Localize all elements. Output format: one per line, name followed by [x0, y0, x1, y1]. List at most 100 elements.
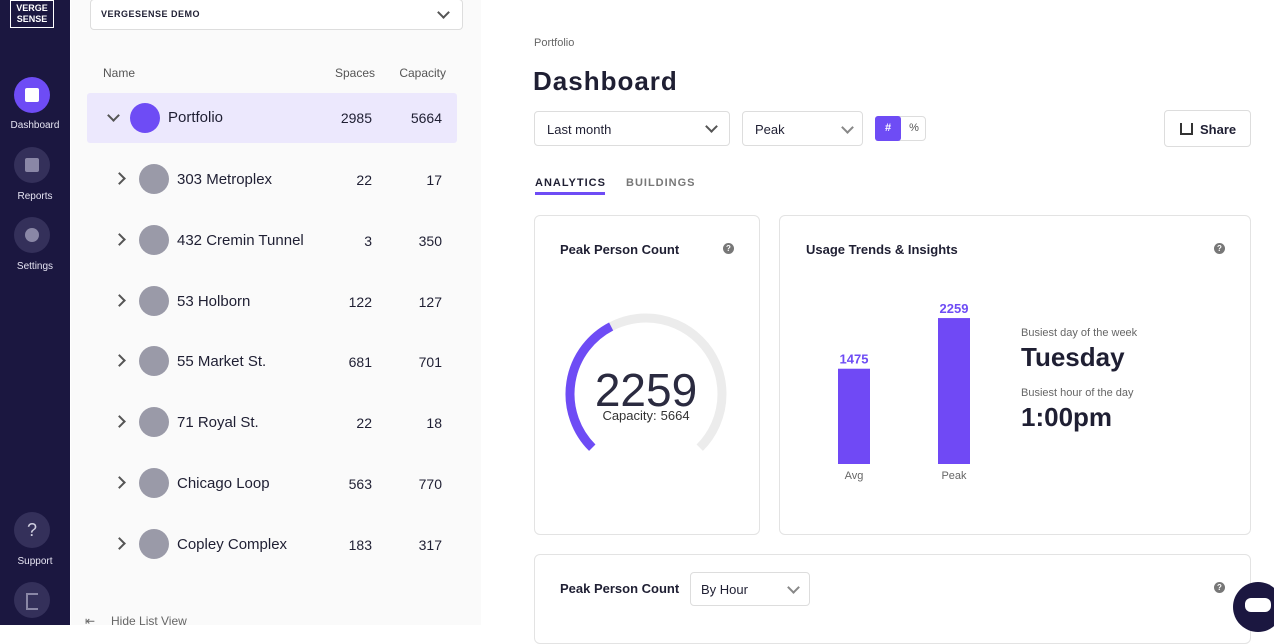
bar: [938, 318, 970, 464]
building-icon: [139, 285, 169, 316]
building-icon: [139, 346, 169, 377]
building-row[interactable]: Copley Complex 183 317: [87, 515, 457, 573]
building-row[interactable]: 53 Holborn 122 127: [87, 272, 457, 330]
row-spaces: 2985: [340, 110, 372, 126]
row-capacity: 350: [418, 232, 442, 249]
insight-label: Busiest day of the week: [1021, 327, 1138, 339]
toggle-option[interactable]: %: [909, 122, 919, 134]
column-header: Name: [103, 66, 136, 80]
building-row[interactable]: 55 Market St. 681 701: [87, 332, 457, 390]
card-title: Usage Trends & Insights: [806, 242, 958, 257]
bar-category-label: Avg: [845, 470, 864, 482]
unit-toggle: # %: [875, 116, 926, 141]
building-icon: [139, 164, 169, 194]
nav-label[interactable]: Reports: [17, 191, 53, 202]
row-capacity: 17: [426, 172, 442, 188]
chevron: [705, 120, 718, 133]
breadcrumb[interactable]: Portfolio: [534, 37, 575, 49]
row-name: Portfolio: [168, 109, 224, 126]
hide-icon: ⇤: [85, 614, 96, 628]
bar-value-label: 1475: [840, 352, 869, 367]
bar: [838, 368, 870, 464]
column-header: Capacity: [399, 66, 446, 80]
row-name: 303 Metroplex: [177, 171, 273, 188]
metric-dropdown[interactable]: Peak: [742, 111, 863, 146]
period-dropdown[interactable]: Last month: [534, 111, 730, 146]
dropdown-value: By Hour: [701, 582, 748, 597]
row-capacity: 127: [418, 293, 442, 310]
grouping-dropdown[interactable]: By Hour: [690, 572, 810, 606]
nav-icon[interactable]: [14, 147, 50, 183]
capacity-value: 5664: [661, 408, 690, 423]
card-title: Peak Person Count: [560, 581, 680, 596]
org-selector[interactable]: VERGESENSE DEMO: [90, 0, 463, 30]
toggle-option[interactable]: #: [875, 116, 901, 141]
bottom-card: Peak Person Count By Hour ?: [534, 554, 1251, 644]
help-icon[interactable]: ?: [723, 243, 734, 254]
chevron: [107, 109, 120, 122]
share-icon: [1180, 123, 1193, 135]
chat-button[interactable]: [1233, 582, 1274, 632]
logo-text: VERGE: [16, 3, 48, 13]
chevron: [841, 121, 854, 134]
dropdown-value: Peak: [755, 122, 785, 137]
nav-icon[interactable]: [14, 77, 50, 113]
row-name: Copley Complex: [177, 535, 288, 553]
building-icon: [139, 468, 169, 498]
row-name: Chicago Loop: [177, 475, 270, 492]
nav-icon[interactable]: [14, 217, 50, 253]
row-capacity: 18: [426, 415, 442, 432]
share-button[interactable]: Share: [1164, 110, 1251, 147]
row-capacity: 317: [418, 536, 442, 553]
building-row[interactable]: 71 Royal St. 22 18: [87, 393, 457, 451]
insight-value: Tuesday: [1021, 342, 1125, 372]
tab[interactable]: ANALYTICS: [535, 177, 606, 189]
row-spaces: 3: [364, 232, 372, 249]
row-name: 55 Market St.: [177, 353, 267, 371]
logout-icon[interactable]: [14, 582, 50, 618]
dropdown-value: Last month: [547, 122, 612, 137]
building-icon: [139, 407, 169, 438]
row-spaces: 22: [356, 172, 372, 188]
insight-value: 1:00pm: [1021, 402, 1113, 432]
column-header: Spaces: [334, 66, 375, 80]
nav-label[interactable]: Settings: [16, 261, 54, 272]
org-name: VERGESENSE DEMO: [101, 9, 201, 19]
building-row[interactable]: 432 Cremin Tunnel 3 350: [87, 211, 457, 269]
chevron: [113, 476, 126, 489]
nav-label[interactable]: Dashboard: [10, 120, 60, 131]
help-icon[interactable]: ?: [1214, 582, 1225, 593]
gauge-fill: [565, 322, 614, 451]
share-label: Share: [1200, 122, 1237, 137]
bar-value-label: 2259: [940, 301, 969, 316]
portfolio-icon: [130, 103, 160, 133]
row-spaces: 122: [348, 293, 372, 310]
tab-underline: [535, 192, 605, 195]
page-title: Dashboard: [533, 66, 678, 96]
nav-label[interactable]: Support: [17, 556, 53, 567]
row-name: 432 Cremin Tunnel: [177, 231, 304, 249]
usage-bar-chart: 1475 Avg 2259 Peak: [838, 301, 970, 482]
chevron: [113, 293, 126, 307]
gauge-capacity: Capacity: 5664: [602, 408, 689, 423]
logo-text: SENSE: [16, 14, 48, 24]
logo[interactable]: VERGE SENSE: [10, 0, 54, 28]
chevron: [113, 536, 126, 550]
building-row[interactable]: Chicago Loop 563 770: [87, 454, 457, 512]
hide-list-link[interactable]: Hide List View: [111, 614, 187, 628]
building-row[interactable]: 303 Metroplex 22 17: [87, 150, 457, 208]
building-icon: [139, 224, 169, 255]
building-icon: [139, 528, 169, 559]
insight-label: Busiest hour of the day: [1021, 387, 1134, 399]
chevron: [437, 6, 450, 19]
row-capacity: 701: [418, 354, 442, 371]
sidebar: VERGE SENSE Dashboard Reports Settings ?…: [0, 0, 70, 625]
tab[interactable]: BUILDINGS: [626, 177, 696, 189]
help-icon[interactable]: ?: [1214, 243, 1225, 254]
row-spaces: 22: [356, 415, 372, 432]
support-icon[interactable]: ?: [14, 512, 50, 548]
row-spaces: 563: [348, 476, 372, 492]
portfolio-row[interactable]: Portfolio 2985 5664: [87, 93, 457, 143]
chevron: [113, 354, 126, 368]
